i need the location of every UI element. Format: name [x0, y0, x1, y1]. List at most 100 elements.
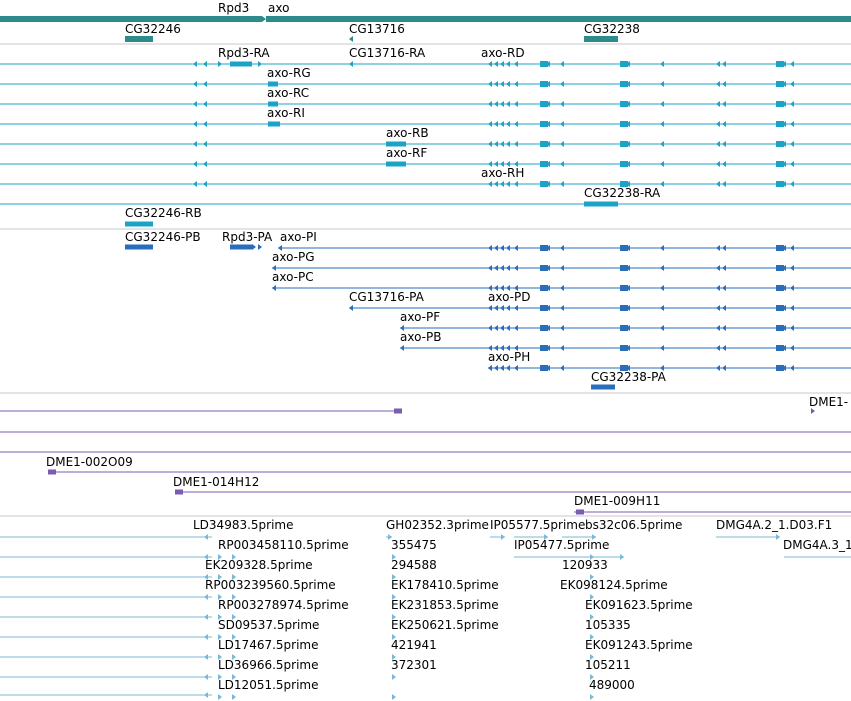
pp-axo-arrow	[488, 345, 492, 351]
est-rp003278974-label[interactable]: RP003278974.5prime	[218, 598, 349, 612]
pp-axo-pb-label[interactable]: axo-PB	[400, 330, 442, 344]
transcript-arrow	[193, 81, 197, 87]
tx-axo-ri-arrow	[514, 121, 518, 127]
tx-axo-rd-label[interactable]: axo-RD	[481, 46, 525, 60]
pp-axo-arrow	[500, 245, 504, 251]
est-ld36966-label[interactable]: LD36966.5prime	[218, 658, 319, 672]
pp-axo-arrow	[500, 345, 504, 351]
tx-axo-ri-label[interactable]: axo-RI	[267, 106, 305, 120]
pp-axo-exon	[776, 245, 784, 251]
est-ek209328-label[interactable]: EK209328.5prime	[205, 558, 313, 572]
pp-axo-arrow	[660, 305, 664, 311]
pp-axo-arrow	[514, 245, 518, 251]
tx-axo-rh-arrow	[514, 181, 518, 187]
pp-rpd3-pa-label[interactable]: Rpd3-PA	[222, 230, 273, 244]
pp-exon-cg32238-pa	[591, 384, 615, 390]
tx-axo-rc-arrow	[506, 101, 510, 107]
est-arrow	[388, 534, 392, 540]
cl-dme1-009h11-label[interactable]: DME1-009H11	[574, 494, 661, 508]
pp-cg32238-pa-label[interactable]: CG32238-PA	[591, 370, 666, 384]
tx-cg13716-ra-label[interactable]: CG13716-RA	[349, 46, 426, 60]
est-ip05477-label[interactable]: IP05477.5prime	[514, 538, 610, 552]
gene-axo-label[interactable]: axo	[268, 1, 290, 15]
tx-rpd3-ra-label[interactable]: Rpd3-RA	[218, 46, 270, 60]
est-arrow	[204, 574, 208, 580]
est-105335-label[interactable]: 105335	[585, 618, 631, 632]
gene-bar-rpd3-end	[210, 16, 266, 22]
est-120933-label[interactable]: 120933	[562, 558, 608, 572]
gene-cg13716-label[interactable]: CG13716	[349, 22, 405, 36]
pp-axo-exon	[776, 365, 784, 371]
est-105211-label[interactable]: 105211	[585, 658, 631, 672]
gene-cg32246-label[interactable]: CG32246	[125, 22, 181, 36]
tx-exon-axo-ri	[268, 121, 280, 127]
tx-exon-axo-rb	[386, 141, 406, 147]
gene-cg32238-label[interactable]: CG32238	[584, 22, 640, 36]
est-arrow	[392, 574, 396, 580]
est-ek091623-label[interactable]: EK091623.5prime	[585, 598, 693, 612]
est-ek250621-label[interactable]: EK250621.5prime	[391, 618, 499, 632]
tx-axo-rb-label[interactable]: axo-RB	[386, 126, 429, 140]
pp-axo-arrow	[722, 285, 726, 291]
protein-arrow	[349, 305, 353, 311]
est-dmg4a3-label[interactable]: DMG4A.3_1	[783, 538, 851, 552]
pp-axo-arrow	[716, 345, 720, 351]
pp-axo-ph-label[interactable]: axo-PH	[488, 350, 531, 364]
pp-axo-pf-label[interactable]: axo-PF	[400, 310, 441, 324]
est-rp003458110-label[interactable]: RP003458110.5prime	[218, 538, 349, 552]
pp-axo-pi-label[interactable]: axo-PI	[280, 230, 317, 244]
tx-axo-rf-label[interactable]: axo-RF	[386, 146, 428, 160]
pp-cg13716-pa-label[interactable]: CG13716-PA	[349, 290, 424, 304]
est-489000-label[interactable]: 489000	[589, 678, 635, 692]
tx-axo-rh-arrow	[660, 181, 664, 187]
tx-axo-rf-arrow	[506, 161, 510, 167]
tx-cg32246-rb-label[interactable]: CG32246-RB	[125, 206, 202, 220]
tx-axo-rg-arrow	[506, 81, 510, 87]
est-ld12051-label[interactable]: LD12051.5prime	[218, 678, 319, 692]
tx-axo-rh-arrow	[560, 181, 564, 187]
tx-axo-rh-label[interactable]: axo-RH	[481, 166, 525, 180]
tx-axo-rf-arrow	[660, 161, 664, 167]
pp-axo-arrow	[506, 305, 510, 311]
tx-axo-rg-arrow	[716, 81, 720, 87]
est-372301-label[interactable]: 372301	[391, 658, 437, 672]
est-arrow	[204, 654, 208, 660]
cl-dme1-002o09-label[interactable]: DME1-002O09	[46, 455, 133, 469]
est-ld17467-label[interactable]: LD17467.5prime	[218, 638, 319, 652]
est-sd09537-label[interactable]: SD09537.5prime	[218, 618, 320, 632]
pp-axo-arrow	[560, 245, 564, 251]
est-ek231853-label[interactable]: EK231853.5prime	[391, 598, 499, 612]
est-ek178410-label[interactable]: EK178410.5prime	[391, 578, 499, 592]
est-294588-label[interactable]: 294588	[391, 558, 437, 572]
est-bs32c06-label[interactable]: bs32c06.5prime	[585, 518, 683, 532]
est-rp003239560-label[interactable]: RP003239560.5prime	[205, 578, 336, 592]
pp-cg32246-pb-label[interactable]: CG32246-PB	[125, 230, 201, 244]
tx-axo-rf-arrow	[722, 161, 726, 167]
pp-axo-pc-label[interactable]: axo-PC	[272, 270, 314, 284]
est-dmg4a2-label[interactable]: DMG4A.2_1.D03.F1	[716, 518, 833, 532]
pp-axo-arrow	[626, 305, 630, 311]
est-gh02352-label[interactable]: GH02352.3prime	[386, 518, 489, 532]
pp-axo-arrow	[722, 365, 726, 371]
tx-axo-rc-label[interactable]: axo-RC	[267, 86, 310, 100]
tx-axo-rb-arrow	[660, 141, 664, 147]
pp-axo-pg-label[interactable]: axo-PG	[272, 250, 315, 264]
tx-axo-rb-arrow	[506, 141, 510, 147]
tx-cg32238-ra-label[interactable]: CG32238-RA	[584, 186, 661, 200]
pp-axo-arrow	[660, 345, 664, 351]
cl-dme1-014h12-label[interactable]: DME1-014H12	[173, 475, 260, 489]
pp-axo-arrow	[626, 245, 630, 251]
gene-rpd3-label[interactable]: Rpd3	[218, 1, 250, 15]
pp-axo-pd-label[interactable]: axo-PD	[488, 290, 531, 304]
est-ek091243-label[interactable]: EK091243.5prime	[585, 638, 693, 652]
pp-axo-arrow	[560, 285, 564, 291]
est-355475-label[interactable]: 355475	[391, 538, 437, 552]
tx-axo-rc-arrow	[782, 101, 786, 107]
est-ip05577-label[interactable]: IP05577.5prime	[490, 518, 586, 532]
tx-axo-rd-arrow	[790, 61, 794, 67]
est-ek098124-label[interactable]: EK098124.5prime	[560, 578, 668, 592]
tx-axo-rg-label[interactable]: axo-RG	[267, 66, 311, 80]
est-421941-label[interactable]: 421941	[391, 638, 437, 652]
est-ld34983-label[interactable]: LD34983.5prime	[193, 518, 294, 532]
cl-dme1-cut-label[interactable]: DME1-	[809, 395, 849, 409]
